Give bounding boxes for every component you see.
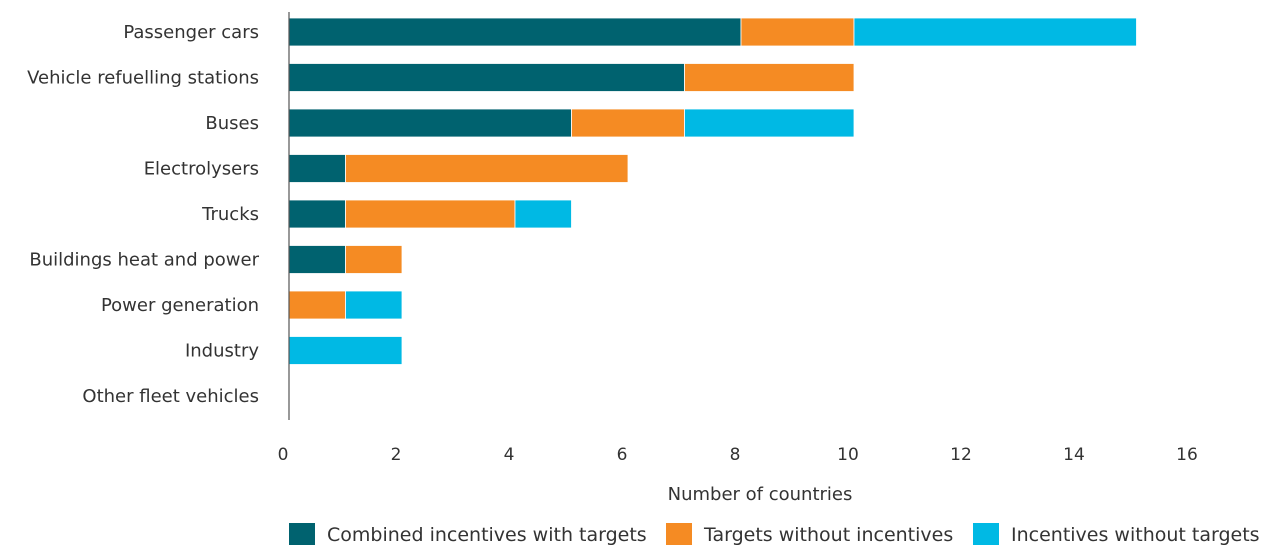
bar-segment: [684, 63, 855, 92]
x-tick-label: 8: [730, 445, 741, 465]
x-tick-labels: 0 2 4 6 8 10 12 14 16: [278, 445, 1198, 465]
bar-segment: [288, 245, 346, 274]
bar-segment: [345, 199, 516, 229]
x-tick-label: 4: [504, 445, 515, 465]
bar-segment: [288, 199, 346, 229]
bar-segment: [288, 336, 403, 365]
category-label: Buses: [205, 113, 259, 134]
category-label: Industry: [185, 341, 259, 362]
legend-label: Combined incentives with targets: [327, 524, 647, 546]
bar-segment: [571, 108, 685, 138]
x-tick-label: 12: [950, 445, 972, 465]
x-tick-label: 16: [1176, 445, 1198, 465]
legend-swatch: [666, 523, 692, 545]
bar-segment: [345, 290, 403, 320]
bar-segment: [288, 63, 685, 92]
category-labels: Passenger cars Vehicle refuelling station…: [27, 22, 259, 407]
bar-segment: [288, 290, 346, 320]
category-label: Passenger cars: [123, 22, 259, 43]
x-tick-label: 2: [391, 445, 402, 465]
bar-segment: [288, 154, 346, 183]
category-label: Trucks: [201, 204, 259, 225]
legend-swatch: [973, 523, 999, 545]
x-axis-title: Number of countries: [668, 484, 853, 505]
bar-segment: [684, 108, 855, 138]
bars: [288, 17, 1137, 365]
bar-segment: [740, 17, 855, 47]
x-tick-label: 0: [278, 445, 289, 465]
category-label: Other fleet vehicles: [82, 386, 259, 407]
category-label: Power generation: [101, 295, 259, 316]
bar-segment: [288, 17, 742, 47]
legend-label: Incentives without targets: [1011, 524, 1260, 546]
bar-segment: [345, 245, 403, 274]
bar-segment: [288, 108, 572, 138]
x-tick-label: 6: [617, 445, 628, 465]
bar-segment: [853, 17, 1137, 47]
x-tick-label: 10: [837, 445, 859, 465]
bar-segment: [514, 199, 572, 229]
category-label: Buildings heat and power: [29, 250, 259, 271]
bar-segment: [345, 154, 629, 183]
legend-label: Targets without incentives: [703, 524, 953, 546]
x-tick-label: 14: [1063, 445, 1085, 465]
legend-swatch: [289, 523, 315, 545]
category-label: Vehicle refuelling stations: [27, 68, 259, 89]
category-label: Electrolysers: [144, 159, 259, 180]
legend: Combined incentives with targets Targets …: [289, 523, 1260, 546]
